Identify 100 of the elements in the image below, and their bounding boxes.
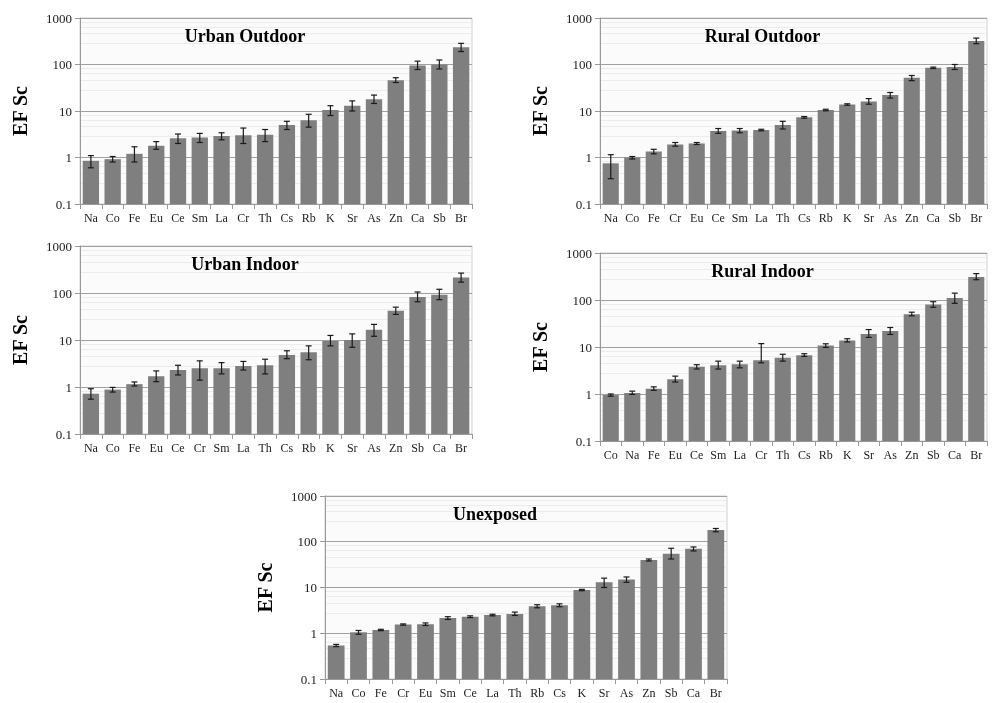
x-tick-label: Zn	[642, 686, 656, 700]
y-tick-label: 0.1	[575, 196, 592, 212]
x-tick-label: Rb	[301, 211, 316, 225]
x-tick-label: La	[215, 211, 229, 225]
x-tick-label: Th	[776, 448, 790, 462]
y-tick-label: 100	[52, 285, 72, 301]
y-tick-label: 0.1	[55, 196, 72, 212]
y-tick-label: 1000	[291, 488, 317, 504]
x-tick-label: Sb	[432, 211, 446, 225]
x-tick-label: Br	[709, 686, 722, 700]
x-tick-label: Eu	[418, 686, 433, 700]
x-tick-label: Rb	[530, 686, 545, 700]
x-tick-label: K	[842, 448, 852, 462]
x-tick-label: Ca	[948, 448, 963, 462]
x-tick-label: Br	[455, 211, 468, 225]
x-tick-label: Eu	[690, 211, 704, 225]
x-tick-label: La	[733, 448, 747, 462]
y-tick-label: 1	[65, 150, 72, 165]
x-tick-label: Sb	[948, 211, 962, 225]
x-tick-label: Rb	[301, 441, 316, 455]
x-tick-label: Co	[351, 686, 366, 700]
x-tick-label: Fe	[647, 211, 660, 225]
x-tick-label: Cs	[553, 686, 567, 700]
x-tick-label: Ce	[171, 441, 185, 455]
x-tick-label: Th	[776, 211, 790, 225]
chart-title: Urban Indoor	[191, 254, 299, 274]
x-tick-label: Rb	[818, 448, 833, 462]
x-tick-label: As	[619, 686, 634, 700]
x-tick-label: As	[883, 211, 898, 225]
y-tick-label: 10	[59, 103, 72, 119]
x-tick-label: Ca	[926, 211, 941, 225]
x-tick-label: Ce	[711, 211, 725, 225]
x-tick-label: K	[577, 686, 587, 700]
y-tick-label: 100	[52, 57, 72, 72]
x-tick-label: Th	[258, 211, 272, 225]
y-tick-label: 1	[310, 625, 317, 641]
x-tick-label: Zn	[389, 211, 403, 225]
x-tick-label: Br	[970, 448, 983, 462]
y-tick-label: 0.1	[55, 426, 72, 442]
x-tick-label: Fe	[128, 441, 141, 455]
x-tick-label: La	[754, 211, 769, 225]
x-tick-label: Sm	[191, 211, 209, 225]
y-tick-label: 1000	[566, 10, 592, 26]
x-tick-label: La	[486, 686, 500, 700]
x-tick-label: Fe	[647, 448, 660, 462]
x-tick-label: Eu	[149, 441, 163, 455]
y-tick-label: 1	[585, 386, 592, 402]
x-tick-label: Sm	[710, 448, 727, 462]
y-tick-label: 10	[304, 580, 317, 595]
y-tick-label: 1	[585, 150, 592, 165]
x-tick-label: Zn	[905, 448, 919, 462]
x-tick-label: Cs	[280, 441, 294, 455]
x-tick-label: Sr	[863, 448, 875, 462]
y-tick-label: 100	[572, 292, 592, 308]
y-tick-label: 100	[297, 534, 317, 550]
y-tick-label: 10	[579, 103, 592, 119]
x-tick-label: Na	[625, 448, 640, 462]
x-tick-label: Ce	[690, 448, 704, 462]
x-tick-label: Fe	[128, 211, 141, 225]
x-tick-label: Sm	[439, 686, 457, 700]
y-axis-title: EF Sc	[9, 85, 31, 136]
x-tick-label: K	[326, 441, 336, 455]
x-tick-label: Sr	[863, 211, 875, 225]
x-tick-label: Cr	[669, 211, 682, 225]
x-tick-label: Th	[508, 686, 522, 700]
y-axis-title: EF Sc	[254, 562, 276, 613]
x-tick-label: Sb	[926, 448, 940, 462]
y-tick-label: 1000	[46, 238, 72, 254]
x-tick-label: Cr	[755, 448, 768, 462]
y-axis-title: EF Sc	[9, 314, 31, 365]
x-tick-label: Co	[105, 441, 120, 455]
x-tick-label: Zn	[389, 441, 403, 455]
x-tick-label: Ca	[410, 211, 425, 225]
y-tick-label: 1000	[46, 10, 72, 26]
x-tick-label: As	[367, 441, 381, 455]
x-tick-label: Th	[258, 441, 272, 455]
y-tick-label: 0.1	[300, 671, 317, 687]
x-tick-label: Br	[455, 441, 468, 455]
x-tick-label: Co	[105, 211, 120, 225]
x-tick-label: As	[883, 448, 898, 462]
y-axis-title: EF Sc	[529, 85, 551, 136]
y-tick-label: 1000	[566, 245, 592, 261]
x-tick-label: Ce	[463, 686, 477, 700]
x-tick-label: Co	[603, 448, 618, 462]
x-tick-label: Cr	[397, 686, 410, 700]
x-tick-label: K	[842, 211, 852, 225]
x-tick-label: Zn	[905, 211, 919, 225]
x-tick-label: Eu	[668, 448, 682, 462]
x-tick-label: Sm	[213, 441, 231, 455]
chart-title: Urban Outdoor	[184, 26, 306, 46]
x-tick-label: Sr	[346, 211, 358, 225]
x-tick-label: Cs	[280, 211, 294, 225]
x-tick-label: Sb	[664, 686, 678, 700]
x-tick-label: K	[326, 211, 336, 225]
x-tick-label: Na	[329, 686, 344, 700]
x-tick-label: Cr	[237, 211, 250, 225]
y-tick-label: 10	[579, 339, 592, 355]
x-tick-label: La	[237, 441, 251, 455]
x-tick-label: Cs	[797, 211, 811, 225]
y-tick-label: 100	[572, 57, 592, 72]
